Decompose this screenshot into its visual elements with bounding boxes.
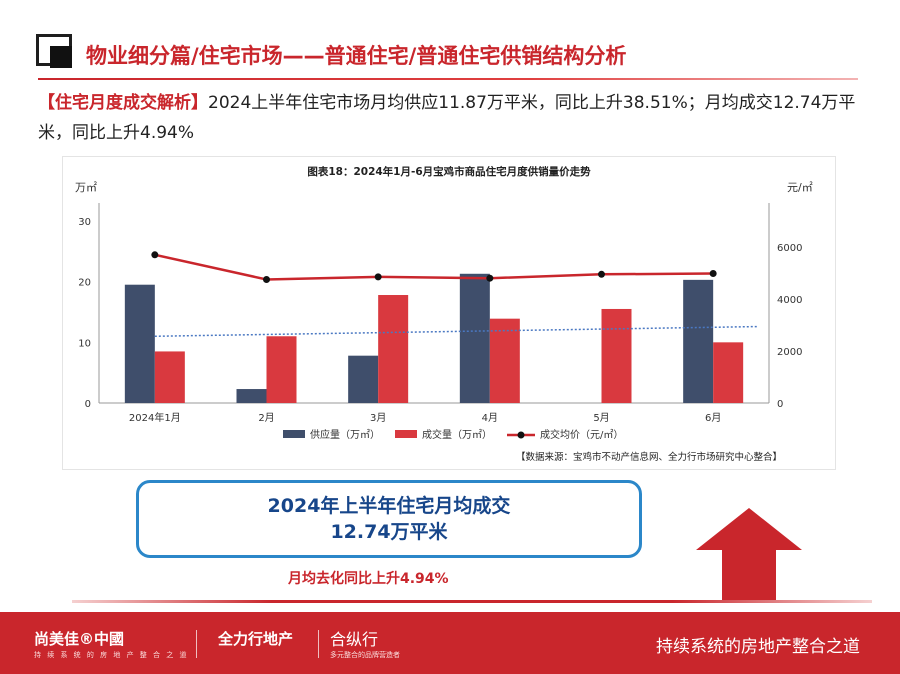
summary-tag: 【住宅月度成交解析】 [38,93,208,113]
yoy-note: 月均去化同比上升4.94% [288,571,449,587]
footer-brand-tagline: 持 续 系 统 的 房 地 产 整 合 之 道 [34,651,189,659]
x-tick-label: 5月 [593,412,609,424]
logo-mark-icon [36,34,76,70]
price-line [154,253,714,281]
footer-brand3-tagline: 多元整合的品牌营造者 [330,651,400,659]
left-tick-label: 0 [85,399,91,410]
highlight-line-1: 2024年上半年住宅月均成交 [267,495,511,517]
footer-separator [318,630,319,658]
summary-paragraph: 【住宅月度成交解析】2024上半年住宅市场月均供应11.87万平米，同比上升38… [38,88,858,148]
footer-bar: 尚美佳®中國 持 续 系 统 的 房 地 产 整 合 之 道 全力行地产 合纵行… [0,612,900,674]
sales-bar [266,336,297,403]
price-point [374,273,382,281]
sales-trendline [154,325,758,338]
sales-bar [713,342,744,403]
x-tick-label: 3月 [370,412,386,424]
left-tick-label: 10 [78,338,91,349]
left-tick-label: 20 [78,278,91,289]
highlight-line-2: 12.74万平米 [330,521,448,543]
sales-bar [378,295,409,403]
right-tick-label: 0 [777,399,783,410]
supply-bar [683,279,714,403]
data-source-note: 【数据来源：宝鸡市不动产信息网、全力行市场研究中心整合】 [516,452,783,463]
left-axis-unit: 万㎡ [75,181,97,194]
combo-chart: 图表18：2024年1月-6月宝鸡市商品住宅月度供销量价走势 万㎡ 元/㎡ 0 1… [75,165,813,441]
x-tick-label: 2月 [258,412,274,424]
base-divider [72,600,872,603]
price-point [486,274,494,282]
footer-separator [196,630,197,658]
legend-swatch [395,430,417,438]
chart-title: 图表18：2024年1月-6月宝鸡市商品住宅月度供销量价走势 [307,165,591,178]
legend-marker [517,431,525,439]
legend-swatch [283,430,305,438]
right-tick-label: 6000 [777,243,802,254]
supply-bar [459,273,490,403]
right-tick-label: 2000 [777,347,802,358]
highlight-box: 2024年上半年住宅月均成交 12.74万平米 [136,480,642,558]
left-tick-label: 30 [78,217,91,228]
footer-slogan: 持续系统的房地产整合之道 [656,637,860,657]
footer-brand-quanlixing: 全力行地产 [218,630,294,648]
supply-bar [236,389,267,403]
sales-bar [154,351,185,403]
up-arrow-icon [696,508,802,602]
x-tick-label: 4月 [482,412,498,424]
title-divider [38,78,858,80]
x-tick-label: 6月 [705,412,721,424]
page-title: 物业细分篇/住宅市场——普通住宅/普通住宅供销结构分析 [86,44,627,68]
x-tick-label: 2024年1月 [129,411,181,424]
price-point [263,276,270,283]
price-point [598,270,605,278]
supply-bar [348,355,379,403]
price-point [709,270,717,278]
price-point [151,251,159,259]
legend-label: 供应量（万㎡） [310,428,380,441]
legend-label: 成交量（万㎡） [422,428,492,441]
summary-text: 2024上半年住宅市场月均供应11.87万平米，同比上升38.51%；月均成交1… [38,93,856,143]
footer-brand-hezongxing: 合纵行 [330,630,379,649]
supply-bar [124,284,155,403]
sales-bar [601,308,632,403]
footer-brand-shangmeijia: 尚美佳®中國 [34,630,125,648]
sales-bar [489,318,520,403]
right-axis-unit: 元/㎡ [787,181,813,194]
right-tick-label: 4000 [777,295,802,306]
chart-panel: 图表18：2024年1月-6月宝鸡市商品住宅月度供销量价走势 万㎡ 元/㎡ 0 1… [62,156,836,470]
legend-label: 成交均价（元/㎡） [540,428,623,441]
